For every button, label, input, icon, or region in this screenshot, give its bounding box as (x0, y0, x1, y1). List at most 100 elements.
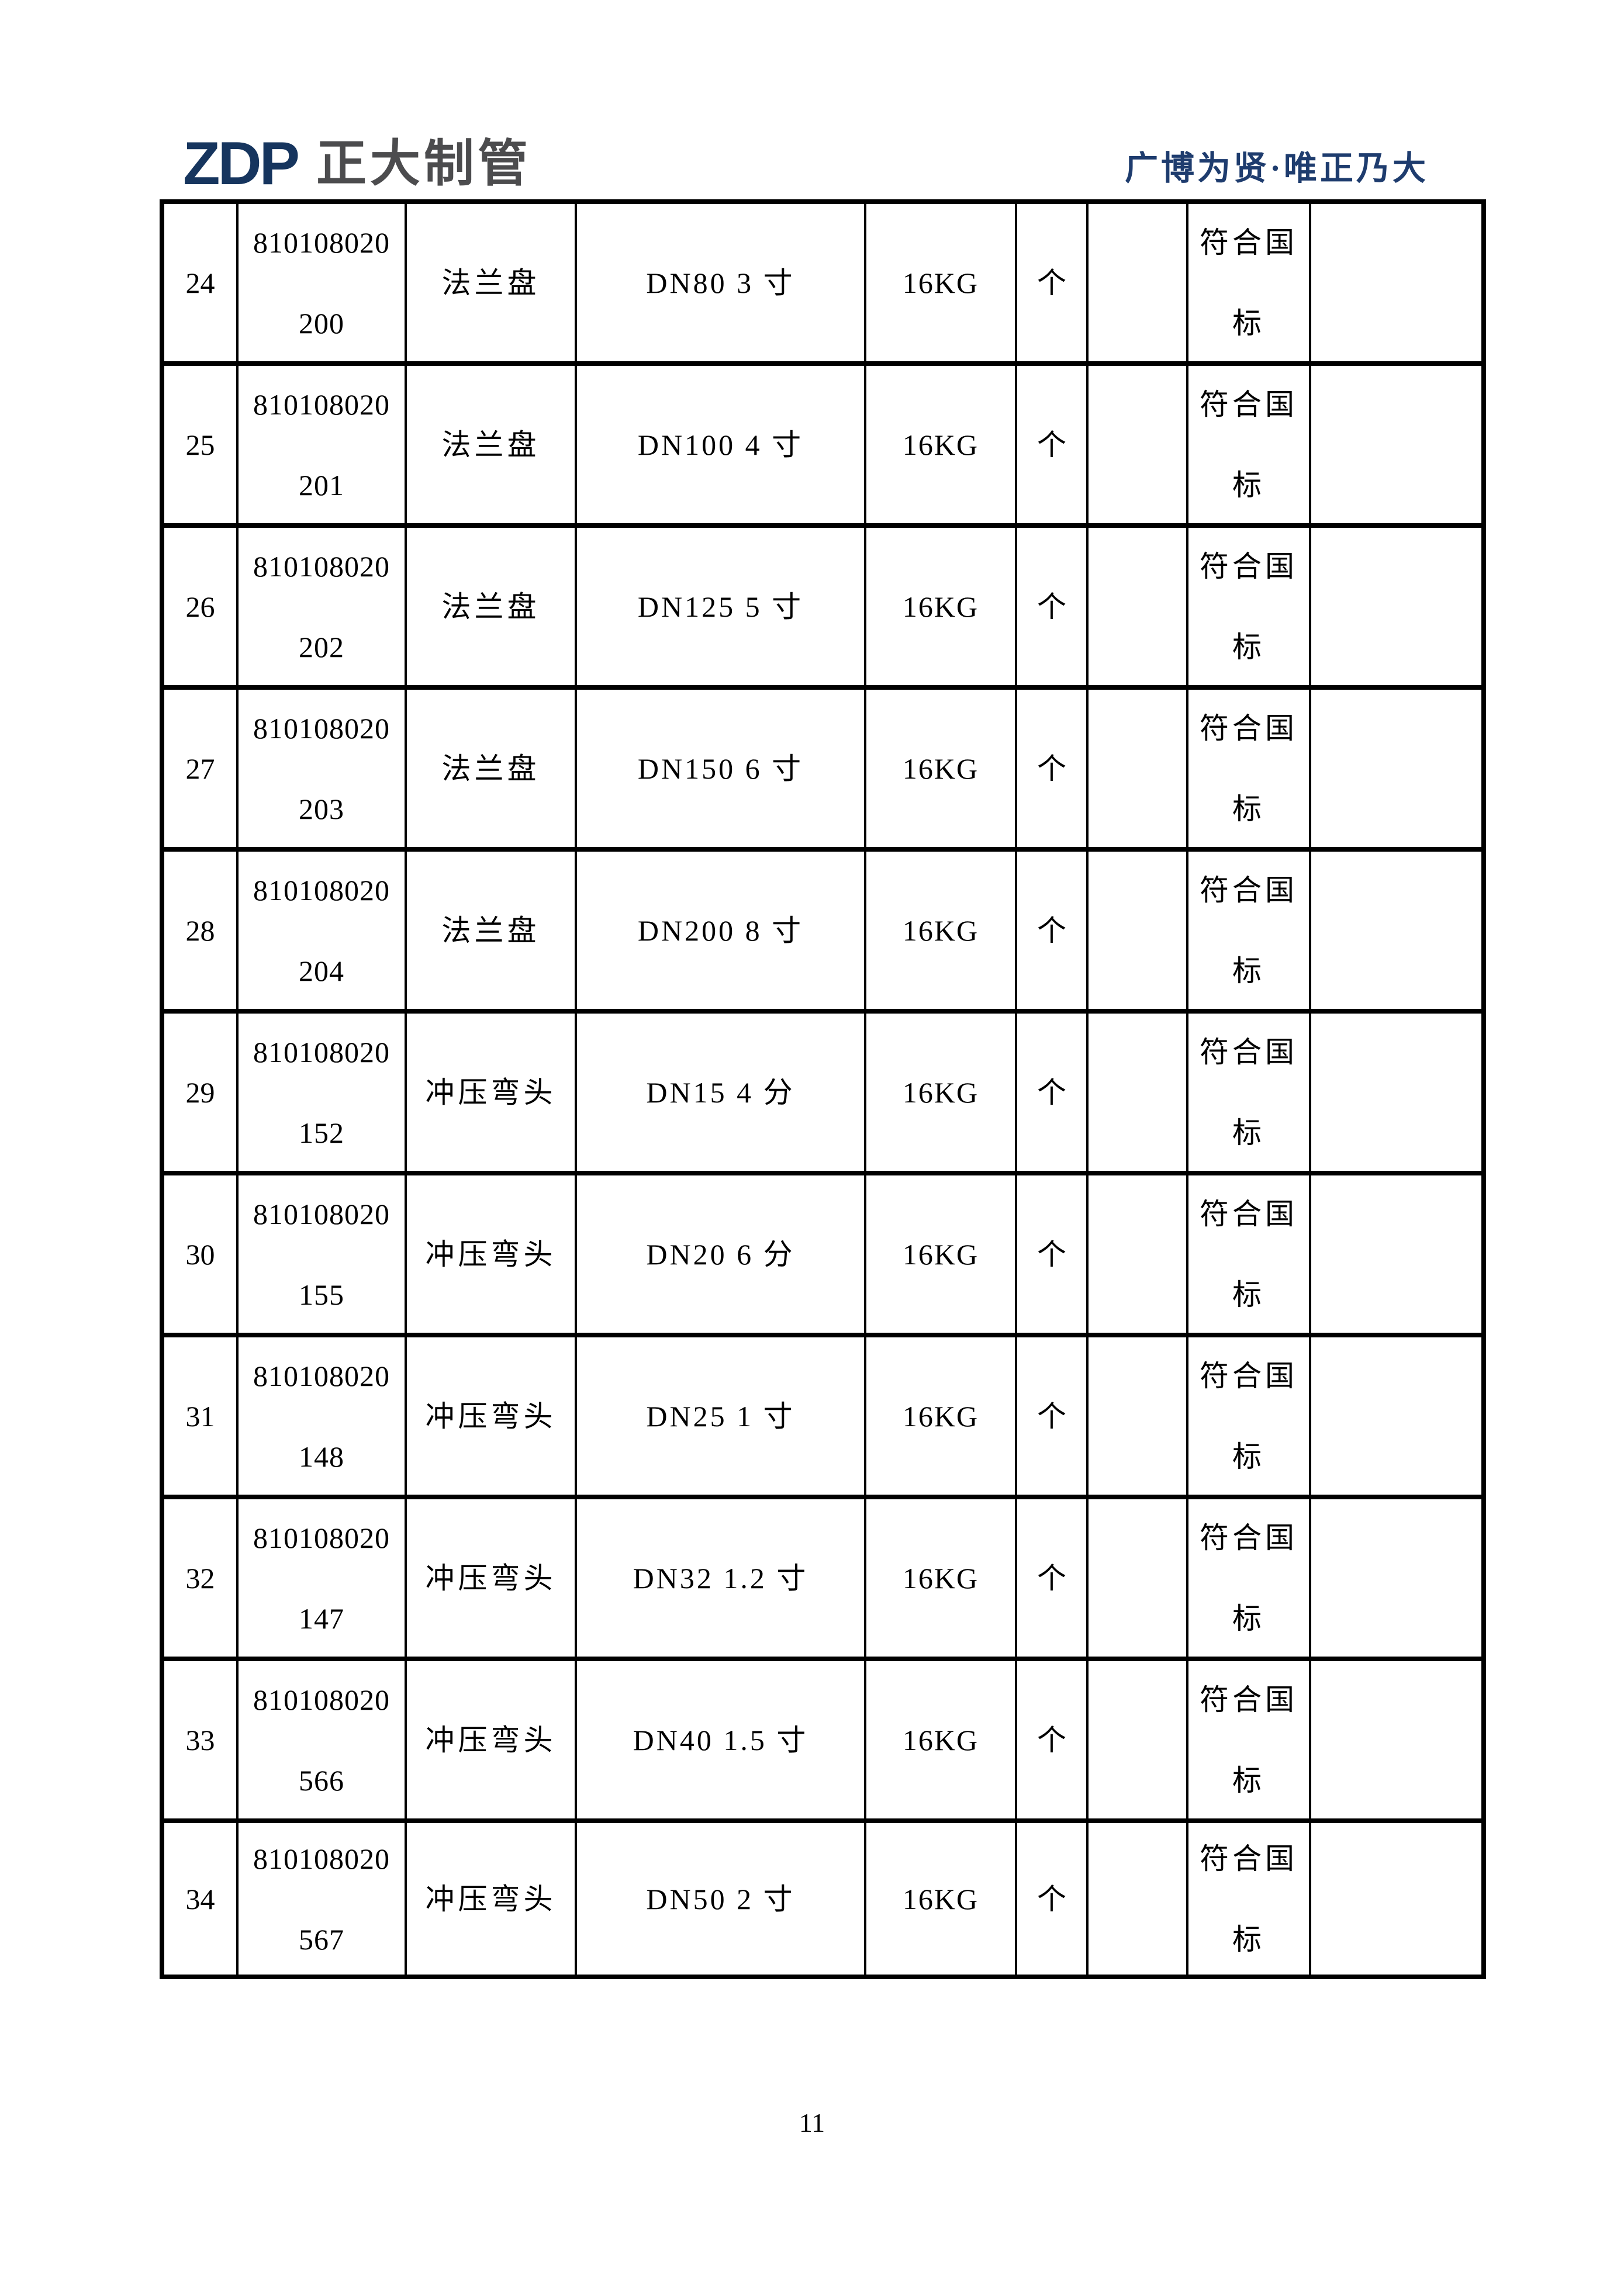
product-code-line2: 204 (299, 954, 344, 987)
cell-spec: DN100 4 寸 (575, 361, 866, 528)
page-number: 11 (799, 2108, 825, 2138)
remark-line2: 标 (1232, 468, 1265, 502)
cell-pressure: 16KG (864, 361, 1017, 528)
cell-row-number: 24 (161, 199, 239, 366)
cell-blank-note (1309, 1009, 1485, 1175)
product-code-line1: 810108020 (253, 1683, 390, 1716)
cell-unit: 个 (1015, 199, 1089, 366)
cell-remark: 符合国 标 (1186, 1171, 1311, 1337)
product-name-text: 冲压弯头 (425, 1399, 557, 1433)
cell-spec: DN150 6 寸 (575, 685, 866, 852)
spec-text: DN125 5 寸 (637, 590, 804, 623)
remark-line1: 符合国 (1200, 1683, 1298, 1716)
unit-text: 个 (1037, 1237, 1066, 1271)
cell-row-number: 29 (161, 1009, 239, 1175)
product-code-line1: 810108020 (253, 1035, 390, 1069)
product-code-line1: 810108020 (253, 873, 390, 907)
cell-product-code: 810108020 201 (236, 361, 407, 528)
spec-text: DN80 3 寸 (646, 266, 795, 299)
cell-blank-note (1309, 685, 1485, 852)
cell-spec: DN80 3 寸 (575, 199, 866, 366)
remark-line2: 标 (1232, 954, 1265, 987)
table-row: 25 810108020 201 法兰盘 DN100 4 寸 16KG 个 符合… (161, 361, 1485, 528)
row-number-text: 28 (185, 914, 215, 947)
product-name-text: 冲压弯头 (425, 1076, 557, 1109)
cell-unit: 个 (1015, 1818, 1089, 1979)
remark-line1: 符合国 (1200, 1197, 1298, 1230)
cell-product-code: 810108020 152 (236, 1009, 407, 1175)
remark-line2: 标 (1232, 1278, 1265, 1311)
cell-remark: 符合国 标 (1186, 1333, 1311, 1499)
unit-text: 个 (1037, 914, 1066, 947)
cell-row-number: 28 (161, 847, 239, 1014)
cell-spec: DN200 8 寸 (575, 847, 866, 1014)
remark-line1: 符合国 (1200, 711, 1298, 745)
cell-product-code: 810108020 155 (236, 1171, 407, 1337)
cell-unit: 个 (1015, 685, 1089, 852)
cell-remark: 符合国 标 (1186, 523, 1311, 690)
cell-product-name: 冲压弯头 (405, 1657, 577, 1823)
cell-blank-note (1309, 361, 1485, 528)
row-number-text: 27 (185, 752, 215, 785)
unit-text: 个 (1037, 1399, 1066, 1433)
cell-product-name: 冲压弯头 (405, 1495, 577, 1661)
product-name-text: 冲压弯头 (425, 1723, 557, 1756)
page-header: ZDP 正大制管 广博为贤·唯正乃大 (0, 0, 1624, 202)
cell-pressure: 16KG (864, 1818, 1017, 1979)
cell-remark: 符合国 标 (1186, 847, 1311, 1014)
product-code-line1: 810108020 (253, 1521, 390, 1554)
remark-line1: 符合国 (1200, 1521, 1298, 1554)
cell-row-number: 26 (161, 523, 239, 690)
product-code-line2: 148 (299, 1440, 344, 1473)
pressure-text: 16KG (902, 1723, 979, 1756)
cell-unit: 个 (1015, 1333, 1089, 1499)
spec-text: DN200 8 寸 (637, 914, 804, 947)
pressure-text: 16KG (902, 266, 979, 299)
cell-product-name: 冲压弯头 (405, 1818, 577, 1979)
cell-unit: 个 (1015, 1495, 1089, 1661)
cell-unit: 个 (1015, 847, 1089, 1014)
cell-product-name: 法兰盘 (405, 685, 577, 852)
cell-blank-quantity (1086, 1171, 1188, 1337)
product-code-line1: 810108020 (253, 388, 390, 421)
cell-blank-note (1309, 1657, 1485, 1823)
table-row: 26 810108020 202 法兰盘 DN125 5 寸 16KG 个 符合… (161, 523, 1485, 690)
spec-text: DN15 4 分 (646, 1076, 795, 1109)
cell-product-name: 冲压弯头 (405, 1009, 577, 1175)
row-number-text: 33 (185, 1723, 215, 1756)
row-number-text: 29 (185, 1076, 215, 1109)
cell-row-number: 32 (161, 1495, 239, 1661)
remark-line1: 符合国 (1200, 1359, 1298, 1392)
unit-text: 个 (1037, 266, 1066, 299)
cell-spec: DN25 1 寸 (575, 1333, 866, 1499)
cell-remark: 符合国 标 (1186, 685, 1311, 852)
cell-unit: 个 (1015, 361, 1089, 528)
cell-remark: 符合国 标 (1186, 1657, 1311, 1823)
product-code-line2: 155 (299, 1278, 344, 1311)
cell-pressure: 16KG (864, 1333, 1017, 1499)
cell-unit: 个 (1015, 1171, 1089, 1337)
table-row: 24 810108020 200 法兰盘 DN80 3 寸 16KG 个 符合国… (161, 199, 1485, 366)
cell-row-number: 25 (161, 361, 239, 528)
cell-product-code: 810108020 566 (236, 1657, 407, 1823)
product-name-text: 法兰盘 (441, 752, 540, 785)
remark-line1: 符合国 (1200, 226, 1298, 259)
cell-blank-note (1309, 847, 1485, 1014)
product-code-line1: 810108020 (253, 1197, 390, 1230)
product-table: 24 810108020 200 法兰盘 DN80 3 寸 16KG 个 符合国… (160, 199, 1486, 1979)
cell-blank-quantity (1086, 847, 1188, 1014)
product-code-line1: 810108020 (253, 1359, 390, 1392)
cell-blank-quantity (1086, 361, 1188, 528)
remark-line2: 标 (1232, 1602, 1265, 1635)
cell-blank-quantity (1086, 1495, 1188, 1661)
table-row: 30 810108020 155 冲压弯头 DN20 6 分 16KG 个 符合… (161, 1171, 1485, 1337)
cell-row-number: 31 (161, 1333, 239, 1499)
product-code-line2: 147 (299, 1602, 344, 1635)
remark-line1: 符合国 (1200, 873, 1298, 907)
cell-product-name: 法兰盘 (405, 361, 577, 528)
remark-line2: 标 (1232, 630, 1265, 663)
remark-line2: 标 (1232, 1764, 1265, 1797)
cell-row-number: 33 (161, 1657, 239, 1823)
cell-pressure: 16KG (864, 1495, 1017, 1661)
